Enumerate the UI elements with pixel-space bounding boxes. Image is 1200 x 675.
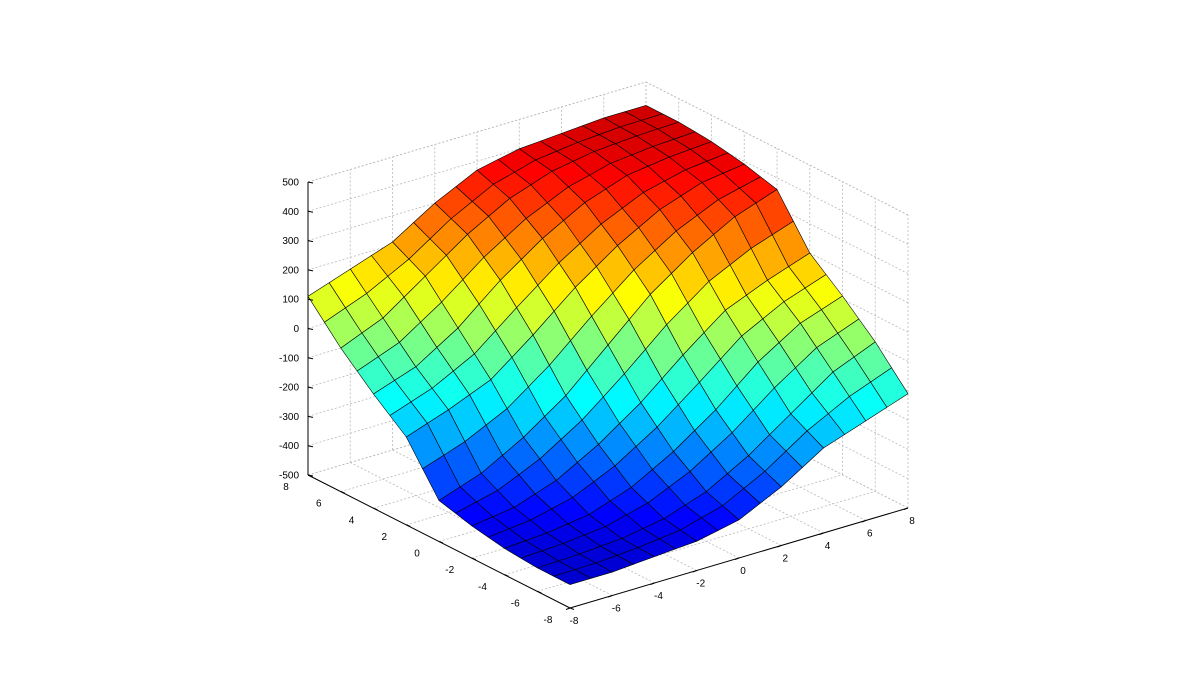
- box-edge: [645, 81, 909, 216]
- box-edge: [307, 81, 647, 183]
- surface-patch: [553, 569, 592, 585]
- y-tick-mark: [406, 524, 411, 527]
- y-tick-label: -4: [478, 582, 487, 593]
- z-tick-mark: [307, 328, 314, 330]
- x-tick-label: 2: [782, 554, 788, 565]
- z-tick-mark: [307, 269, 314, 272]
- y-tick-mark: [471, 557, 476, 561]
- z-tick-mark: [307, 210, 314, 213]
- z-tick-label: -200: [279, 383, 299, 394]
- x-tick-mark: [861, 520, 866, 523]
- y-tick-label: -2: [445, 565, 454, 576]
- z-tick-mark: [307, 181, 314, 184]
- x-tick-label: 0: [740, 566, 746, 577]
- x-tick-label: -8: [570, 616, 579, 627]
- x-tick-mark: [650, 582, 655, 585]
- tick-labels: -8-6-4-202468-8-6-4-202468-500-400-300-2…: [279, 178, 915, 628]
- y-tick-mark: [504, 574, 509, 577]
- y-tick-label: -8: [544, 615, 553, 626]
- y-tick-label: 0: [414, 549, 420, 560]
- y-tick-mark: [340, 491, 345, 494]
- y-tick-label: 4: [349, 515, 355, 526]
- z-tick-mark: [307, 240, 314, 243]
- x-tick-mark: [608, 595, 613, 598]
- z-tick-label: -400: [279, 441, 299, 452]
- z-tick-mark: [307, 386, 314, 389]
- y-tick-mark: [537, 590, 542, 594]
- x-tick-label: 4: [825, 541, 831, 552]
- y-tick-label: 6: [316, 499, 322, 510]
- z-tick-label: 300: [282, 236, 299, 247]
- y-tick-label: -6: [511, 598, 520, 609]
- y-tick-mark: [438, 541, 444, 544]
- y-tick-mark: [373, 507, 378, 511]
- z-tick-mark: [307, 415, 314, 418]
- x-tick-label: -4: [654, 591, 663, 602]
- z-tick-mark: [307, 357, 314, 360]
- z-tick-label: -300: [279, 412, 299, 423]
- x-tick-mark: [819, 532, 824, 535]
- x-tick-mark: [565, 607, 571, 610]
- z-tick-mark: [307, 298, 314, 301]
- y-tick-mark: [569, 607, 575, 610]
- x-tick-label: 8: [909, 516, 915, 527]
- z-tick-label: -100: [279, 353, 299, 364]
- z-tick-label: 500: [282, 178, 299, 189]
- y-tick-label: 8: [283, 482, 289, 493]
- x-tick-mark: [692, 570, 697, 573]
- x-tick-mark: [903, 507, 909, 510]
- z-tick-label: 100: [282, 295, 299, 306]
- z-tick-label: 0: [293, 324, 299, 335]
- x-tick-label: -2: [696, 579, 705, 590]
- z-tick-mark: [307, 474, 314, 477]
- z-tick-label: -500: [279, 471, 299, 482]
- y-tick-label: 2: [381, 532, 387, 543]
- x-tick-mark: [734, 557, 740, 560]
- z-tick-label: 400: [282, 207, 299, 218]
- z-tick-label: 200: [282, 265, 299, 276]
- floor-gridline: [537, 490, 876, 592]
- x-tick-mark: [777, 545, 782, 548]
- x-tick-label: 6: [867, 529, 873, 540]
- z-tick-mark: [307, 445, 314, 448]
- x-tick-label: -6: [612, 604, 621, 615]
- surface-mesh: [307, 105, 909, 585]
